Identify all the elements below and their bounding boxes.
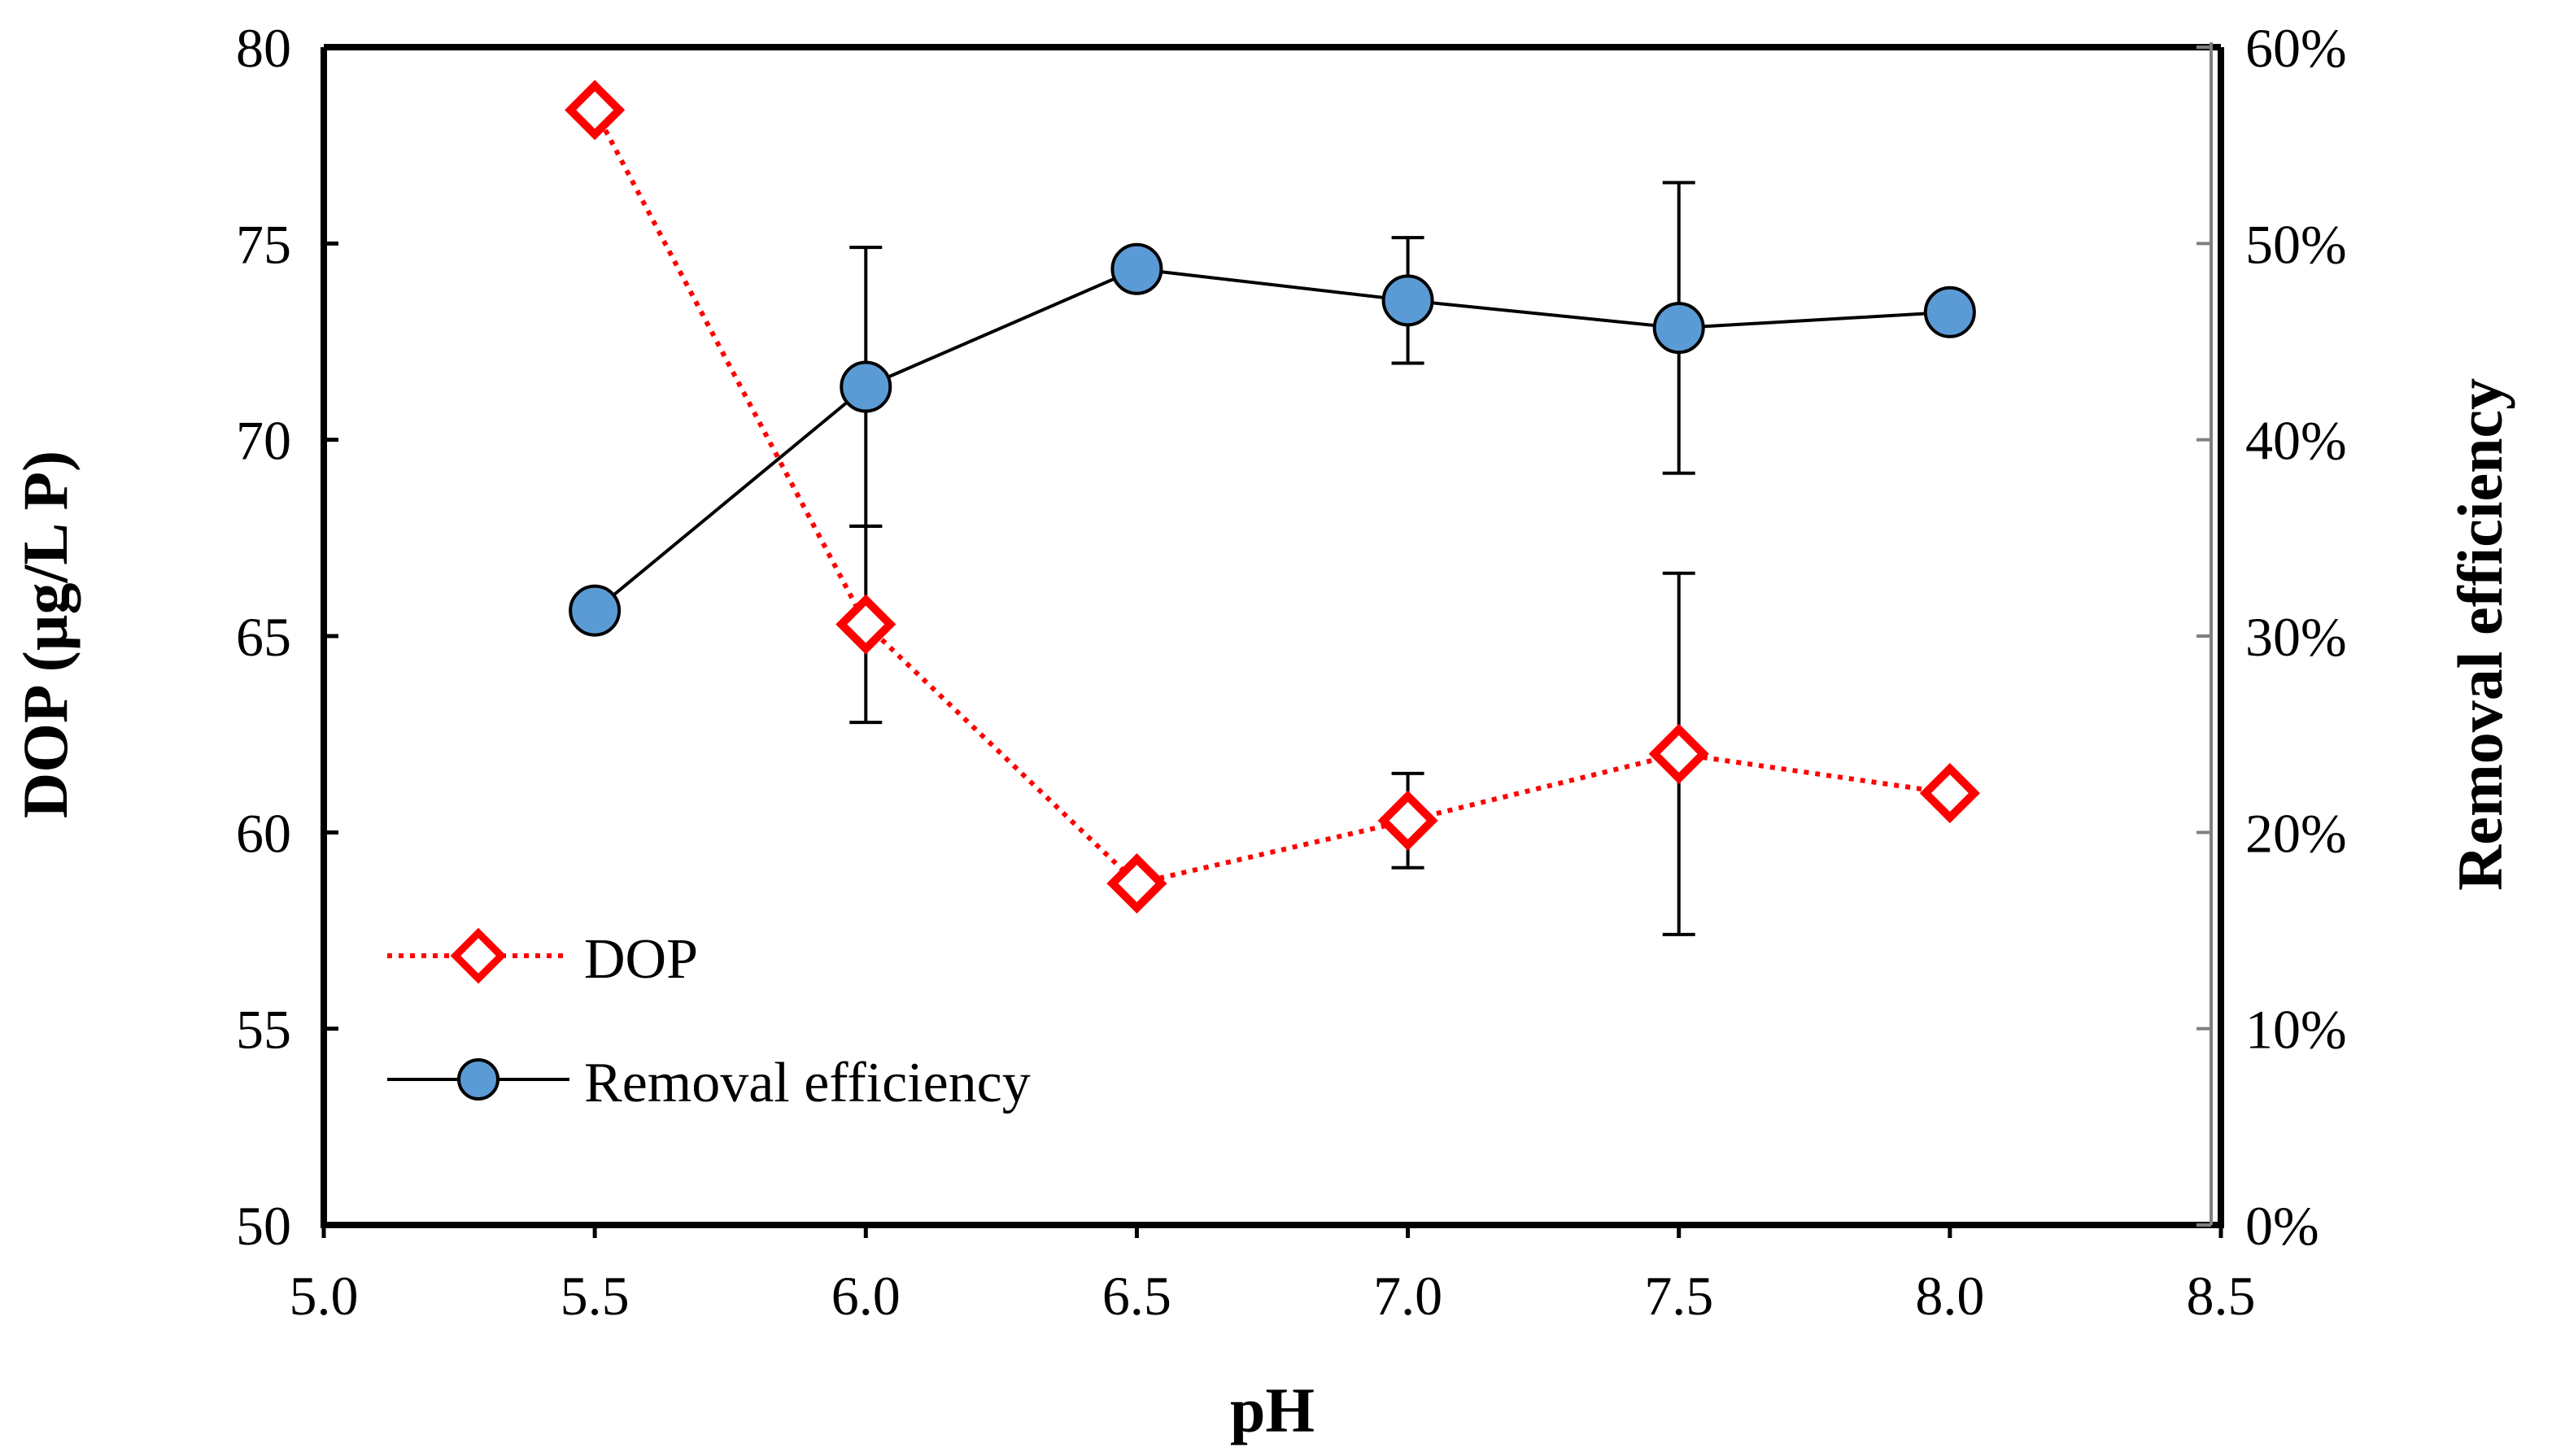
y-right-tick-label: 10% — [2245, 999, 2347, 1061]
legend-dop-marker — [450, 927, 507, 984]
x-tick-label: 6.5 — [1102, 1265, 1171, 1327]
x-tick-label: 5.0 — [290, 1265, 359, 1327]
legend-dop-label: DOP — [584, 928, 698, 991]
y-left-tick-label: 60 — [236, 802, 291, 864]
dop-point — [835, 594, 896, 655]
removal-efficiency-point — [1652, 302, 1705, 355]
y-left-tick-label: 80 — [236, 17, 291, 79]
removal-efficiency-point — [1923, 286, 1976, 338]
y-right-tick-label: 20% — [2245, 802, 2347, 864]
y-right-tick-label: 60% — [2245, 17, 2347, 79]
series-lines — [592, 108, 1951, 887]
removal-efficiency-line — [593, 267, 1950, 612]
legend: DOP Removal efficiency — [387, 927, 1031, 1114]
series-markers — [565, 80, 1980, 914]
error-bars — [849, 181, 1695, 936]
dop-point — [1648, 723, 1709, 784]
x-tick-label: 7.0 — [1373, 1265, 1442, 1327]
y-right-tick-label: 0% — [2245, 1195, 2319, 1257]
removal-efficiency-point — [1110, 242, 1163, 295]
y-axis-right-title: Removal efficiency — [2445, 378, 2515, 891]
x-tick-label: 8.5 — [2187, 1265, 2256, 1327]
x-tick-label: 5.5 — [561, 1265, 630, 1327]
tick-labels: 5.0 5.5 6.0 6.5 7.0 7.5 8.0 8.5 50 55 60 65 70 75 80 0%… — [236, 17, 2347, 1327]
y-left-tick-label: 55 — [236, 999, 291, 1061]
y-right-tick-label: 40% — [2245, 410, 2347, 472]
removal-efficiency-point — [1381, 274, 1434, 327]
legend-removal-marker — [457, 1058, 499, 1101]
dop-point — [565, 80, 626, 141]
dop-point — [1377, 790, 1438, 851]
y-axis-left-title: DOP (µg/L P) — [10, 451, 81, 818]
axis-ticks — [321, 45, 2223, 1238]
x-tick-label: 7.5 — [1644, 1265, 1713, 1327]
x-tick-label: 6.0 — [831, 1265, 901, 1327]
removal-efficiency-point — [569, 584, 622, 637]
y-left-tick-label: 65 — [236, 606, 291, 668]
dop-point — [1106, 853, 1167, 914]
y-left-tick-label: 70 — [236, 410, 291, 472]
dop-point — [1919, 762, 1980, 824]
y-left-tick-label: 75 — [236, 213, 291, 275]
y-right-tick-label: 30% — [2245, 606, 2347, 668]
dop-line — [592, 108, 1951, 887]
y-left-tick-label: 50 — [236, 1195, 291, 1257]
x-tick-label: 8.0 — [1915, 1265, 1984, 1327]
x-axis-title: pH — [1230, 1375, 1315, 1445]
y-right-tick-label: 50% — [2245, 213, 2347, 275]
legend-removal-label: Removal efficiency — [584, 1052, 1031, 1114]
removal-efficiency-point — [840, 360, 892, 413]
